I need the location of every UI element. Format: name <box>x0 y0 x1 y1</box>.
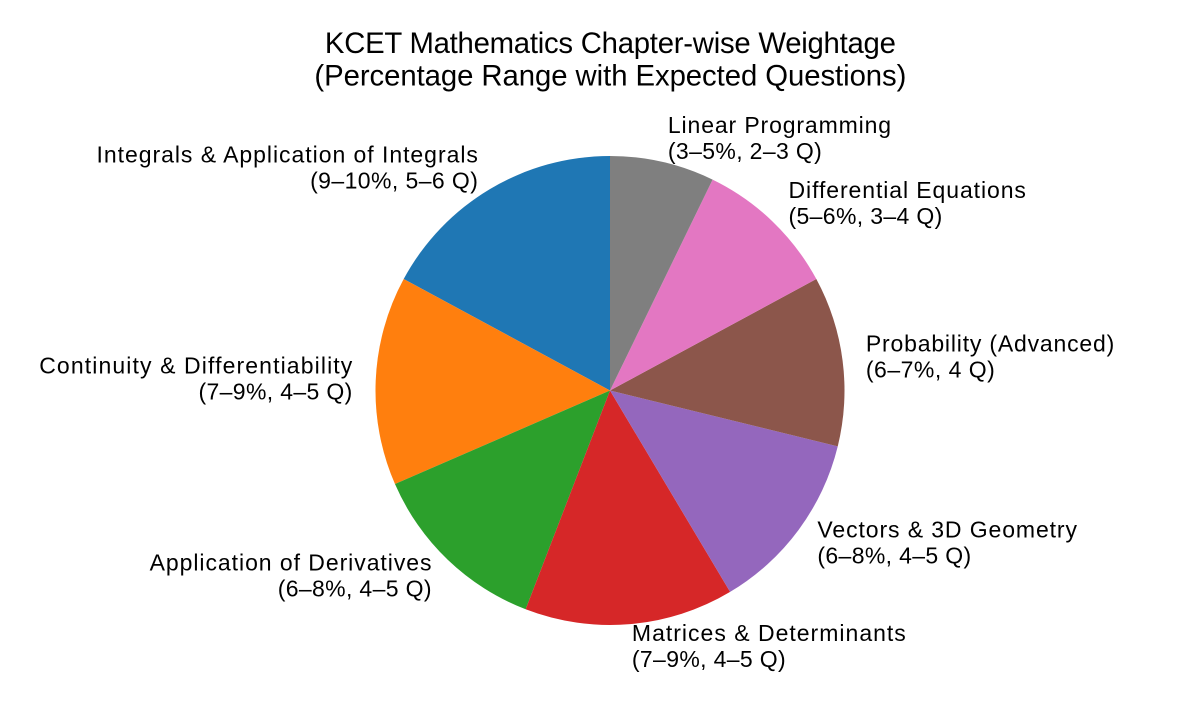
svg-text:(7–9%, 4–5 Q): (7–9%, 4–5 Q) <box>199 378 353 404</box>
svg-text:Differential Equations: Differential Equations <box>789 177 1026 203</box>
svg-text:(3–5%, 2–3 Q): (3–5%, 2–3 Q) <box>668 138 822 164</box>
svg-text:Vectors & 3D Geometry: Vectors & 3D Geometry <box>817 517 1077 543</box>
svg-text:Continuity & Differentiability: Continuity & Differentiability <box>39 352 353 378</box>
svg-text:Probability (Advanced): Probability (Advanced) <box>866 330 1114 356</box>
svg-text:(6–8%, 4–5 Q): (6–8%, 4–5 Q) <box>817 543 971 569</box>
svg-text:KCET Mathematics Chapter-wise: KCET Mathematics Chapter-wise Weightage <box>325 27 896 60</box>
svg-text:(9–10%, 5–6 Q): (9–10%, 5–6 Q) <box>310 168 478 194</box>
svg-text:(5–6%, 3–4 Q): (5–6%, 3–4 Q) <box>789 203 943 229</box>
svg-text:Matrices & Determinants: Matrices & Determinants <box>632 620 906 646</box>
svg-text:(6–8%, 4–5 Q): (6–8%, 4–5 Q) <box>278 576 432 602</box>
svg-text:Linear Programming: Linear Programming <box>668 112 891 138</box>
svg-text:(Percentage Range with Expecte: (Percentage Range with Expected Question… <box>314 60 906 93</box>
svg-text:Application of Derivatives: Application of Derivatives <box>150 550 432 576</box>
svg-text:(6–7%, 4 Q): (6–7%, 4 Q) <box>866 356 995 382</box>
svg-text:(7–9%, 4–5 Q): (7–9%, 4–5 Q) <box>632 646 786 672</box>
svg-text:Integrals & Application of Int: Integrals & Application of Integrals <box>97 142 478 168</box>
